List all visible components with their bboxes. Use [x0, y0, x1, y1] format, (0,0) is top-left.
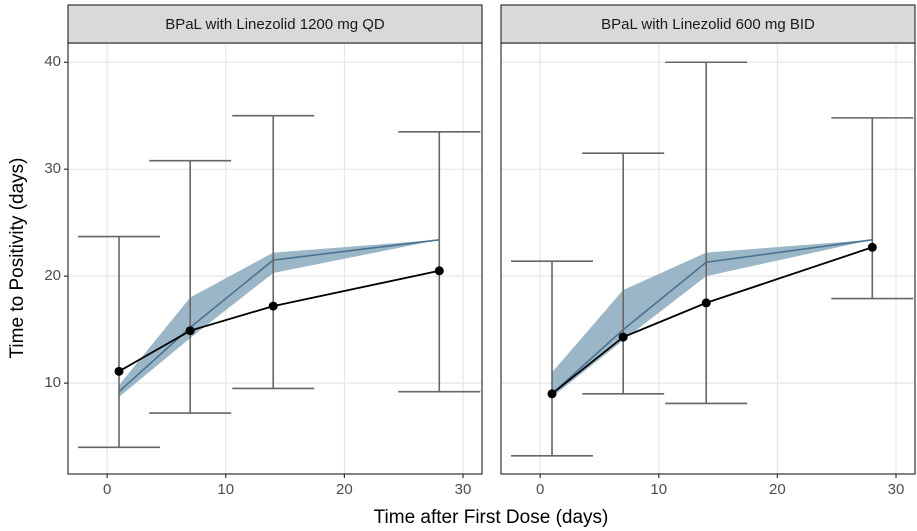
x-tick-label: 30: [455, 481, 472, 498]
error-bar: [665, 61, 748, 405]
observed-point: [618, 332, 628, 342]
strip-title: BPaL with Linezolid 600 mg BID: [601, 16, 815, 33]
x-tick-label: 20: [336, 481, 353, 498]
error-bar: [78, 235, 161, 449]
x-tick-label: 10: [217, 481, 234, 498]
error-bar: [582, 152, 665, 395]
observed-point: [268, 301, 278, 311]
observed-point: [185, 326, 195, 336]
y-tick-label: 20: [44, 267, 61, 284]
observed-point: [114, 366, 124, 376]
y-tick-label: 40: [44, 53, 61, 70]
error-bar: [232, 114, 315, 390]
error-bar: [511, 260, 594, 457]
strip: [500, 4, 916, 44]
x-tick-label: 20: [769, 481, 786, 498]
y-axis-label: Time to Positivity (days): [7, 158, 28, 359]
prediction-band: [552, 239, 873, 397]
x-axis-label: Time after First Dose (days): [374, 507, 609, 528]
x-tick-label: 10: [650, 481, 667, 498]
strip: [67, 4, 483, 44]
observed-point: [434, 266, 444, 276]
prediction-line: [551, 238, 873, 395]
observed-point: [867, 242, 877, 252]
observed-point: [701, 298, 711, 308]
y-tick-label: 10: [44, 374, 61, 391]
observed-line: [118, 269, 440, 373]
error-bar: [149, 159, 232, 414]
x-tick-label: 30: [888, 481, 905, 498]
observed-point: [547, 389, 557, 399]
prediction-band: [119, 239, 440, 397]
strip-title: BPaL with Linezolid 1200 mg QD: [165, 16, 385, 33]
prediction-line: [118, 238, 440, 393]
x-tick-label: 0: [103, 481, 111, 498]
x-tick-label: 0: [536, 481, 544, 498]
y-tick-label: 30: [44, 160, 61, 177]
error-bar: [831, 117, 914, 300]
observed-line: [551, 246, 873, 395]
error-bar: [398, 130, 481, 393]
